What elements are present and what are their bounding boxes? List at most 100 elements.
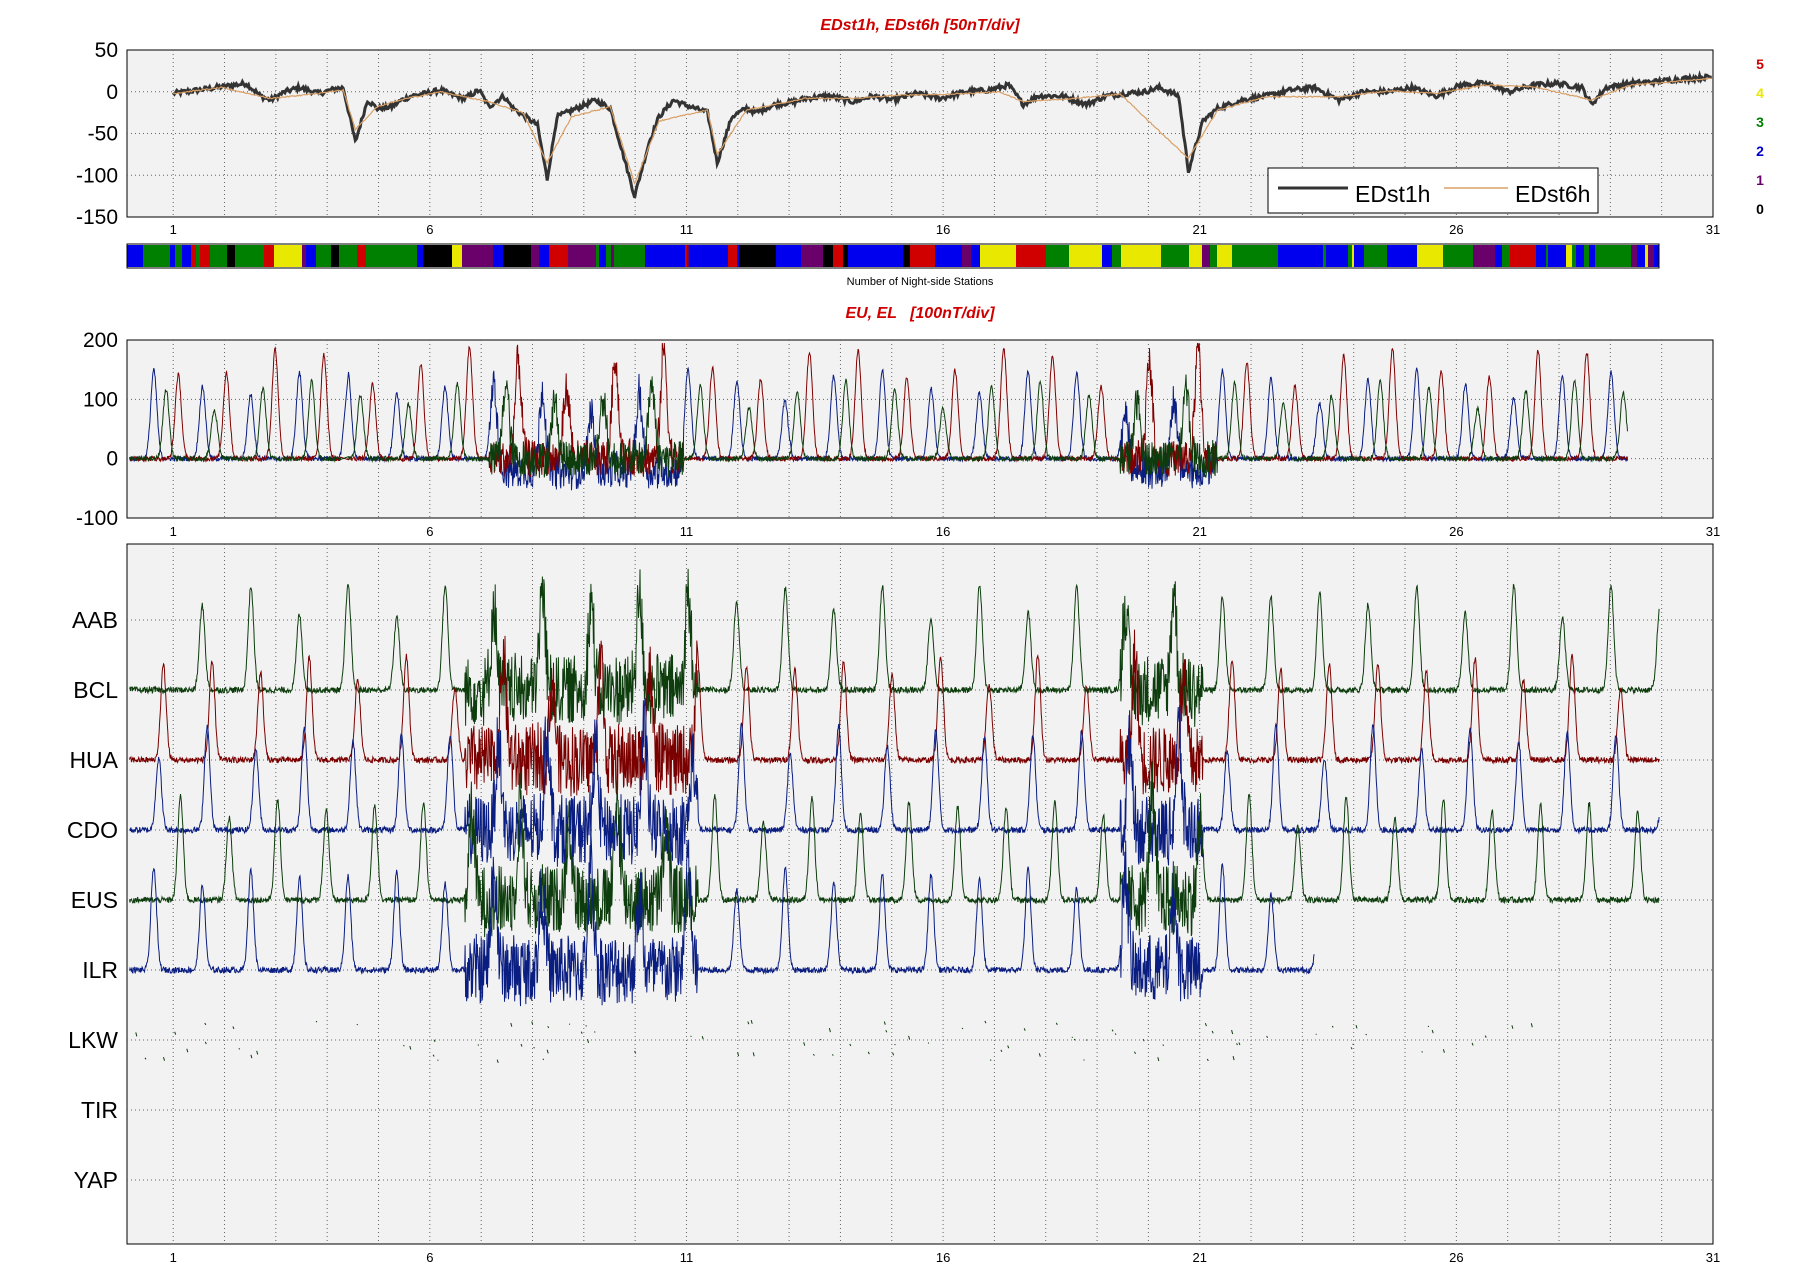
colorbar-segment xyxy=(693,245,728,267)
colorbar-segment xyxy=(1102,245,1112,267)
colorbar-segment xyxy=(1419,245,1443,267)
colorbar-segment xyxy=(401,245,411,267)
y-tick-label: -100 xyxy=(76,164,118,187)
colorbar-segment xyxy=(549,245,568,267)
colorbar-segment xyxy=(1548,245,1557,267)
colorbar-segment xyxy=(1130,245,1161,267)
colorbar-segment xyxy=(1546,245,1548,267)
colorbar-segment xyxy=(1648,245,1654,267)
colorbar-frame xyxy=(126,243,1660,269)
colorbar-segment xyxy=(469,245,493,267)
colorbar-segment xyxy=(331,245,339,267)
colorbar-segment xyxy=(843,245,848,267)
panel2-title: EU, EL [100nT/div] xyxy=(845,305,995,322)
colorbar-segment xyxy=(1354,245,1364,267)
colorbar-segment xyxy=(191,245,196,267)
x-tick-label: 21 xyxy=(1192,222,1206,237)
colorbar-segment xyxy=(619,245,645,267)
x-tick-label: 11 xyxy=(680,524,694,539)
station-trace-aab xyxy=(129,568,1660,727)
colorbar-segment xyxy=(1252,245,1278,267)
colorbar-segment xyxy=(1278,245,1287,267)
colorbar-segment xyxy=(298,245,302,267)
panel1-y-ticks: 50 0 -50 -100 -150 xyxy=(76,39,118,229)
x-tick-label: 1 xyxy=(170,222,177,237)
panel3-series xyxy=(129,568,1660,1064)
colorbar-segment xyxy=(306,245,316,267)
colorbar-segment xyxy=(1495,245,1502,267)
colorbar-segment xyxy=(1364,245,1387,267)
station-label-cdo: CDO xyxy=(67,817,118,843)
station-label-lkw: LKW xyxy=(68,1027,118,1053)
y-tick-label: 100 xyxy=(83,388,118,411)
colorbar-segment xyxy=(1572,245,1576,267)
x-tick-label: 31 xyxy=(1706,1250,1720,1265)
colorbar-segment xyxy=(1589,245,1595,267)
station-trace-ilr xyxy=(135,1019,1533,1064)
x-tick-label: 26 xyxy=(1449,524,1463,539)
colorbar-segment xyxy=(357,245,366,267)
colorbar-segment xyxy=(1502,245,1508,267)
x-tick-label: 11 xyxy=(680,222,694,237)
colorbar-segment xyxy=(848,245,870,267)
colorbar-segment xyxy=(1217,245,1232,267)
colorbar-segment xyxy=(200,245,208,267)
colorbar-segment xyxy=(1245,245,1252,267)
colorbar-segment xyxy=(1536,245,1546,267)
colorbar-segment xyxy=(903,245,910,267)
y-tick-label: -150 xyxy=(76,206,118,229)
colorbar-segment xyxy=(210,245,227,267)
colorbar-segment xyxy=(1557,245,1566,267)
panel2-series xyxy=(129,342,1628,491)
colorbar-segment xyxy=(823,245,833,267)
colorbar-segment xyxy=(1287,245,1323,267)
colorbar-segment xyxy=(127,245,133,267)
station-count-scale: 5 4 3 2 1 0 xyxy=(1756,56,1764,217)
colorbar-segment xyxy=(568,245,596,267)
x-tick-label: 31 xyxy=(1706,222,1720,237)
x-tick-label: 21 xyxy=(1192,1250,1206,1265)
colorbar-segment xyxy=(1387,245,1417,267)
y-tick-label: -50 xyxy=(88,123,118,146)
station-label-ilr: ILR xyxy=(82,957,118,983)
panel3-x-ticks: 1 6 11 16 21 26 31 xyxy=(170,1250,1721,1265)
colorbar-segment xyxy=(133,245,143,267)
colorbar-segment xyxy=(611,245,614,267)
colorbar-segment xyxy=(462,245,469,267)
x-tick-label: 11 xyxy=(680,1250,694,1265)
colorbar-segment xyxy=(1210,245,1217,267)
x-tick-label: 21 xyxy=(1192,524,1206,539)
panel1-x-ticks: 1 6 11 16 21 26 31 xyxy=(170,222,1721,237)
colorbar-segment xyxy=(316,245,331,267)
colorbar-segment xyxy=(1352,245,1354,267)
panel1-legend: EDst1h EDst6h xyxy=(1267,167,1599,214)
x-tick-label: 1 xyxy=(170,524,177,539)
colorbar-segment xyxy=(1016,245,1046,267)
colorbar-segment xyxy=(1323,245,1326,267)
colorbar-segment xyxy=(503,245,531,267)
station-label-tir: TIR xyxy=(81,1097,118,1123)
colorbar-segment xyxy=(1232,245,1240,267)
x-tick-label: 16 xyxy=(936,1250,950,1265)
station-label-aab: AAB xyxy=(72,607,118,633)
x-tick-label: 6 xyxy=(426,222,433,237)
colorbar-segment xyxy=(1645,245,1648,267)
count-scale-label: 0 xyxy=(1756,201,1764,217)
colorbar-segment xyxy=(776,245,801,267)
y-tick-label: 0 xyxy=(106,448,118,471)
colorbar-segment xyxy=(539,245,549,267)
panel2-y-ticks: 200 100 0 -100 xyxy=(76,329,118,530)
station-trace-hua xyxy=(129,697,1660,868)
x-tick-label: 6 xyxy=(426,524,433,539)
colorbar-segment xyxy=(227,245,235,267)
station-label-eus: EUS xyxy=(71,887,118,913)
x-tick-label: 1 xyxy=(170,1250,177,1265)
x-tick-label: 16 xyxy=(936,222,950,237)
colorbar-segment xyxy=(1510,245,1536,267)
colorbar-segment xyxy=(689,245,693,267)
colorbar-segment xyxy=(728,245,737,267)
colorbar-segment xyxy=(599,245,606,267)
x-tick-label: 31 xyxy=(1706,524,1720,539)
panel3-station-labels: AAB BCL HUA CDO EUS ILR LKW TIR YAP xyxy=(67,607,119,1193)
